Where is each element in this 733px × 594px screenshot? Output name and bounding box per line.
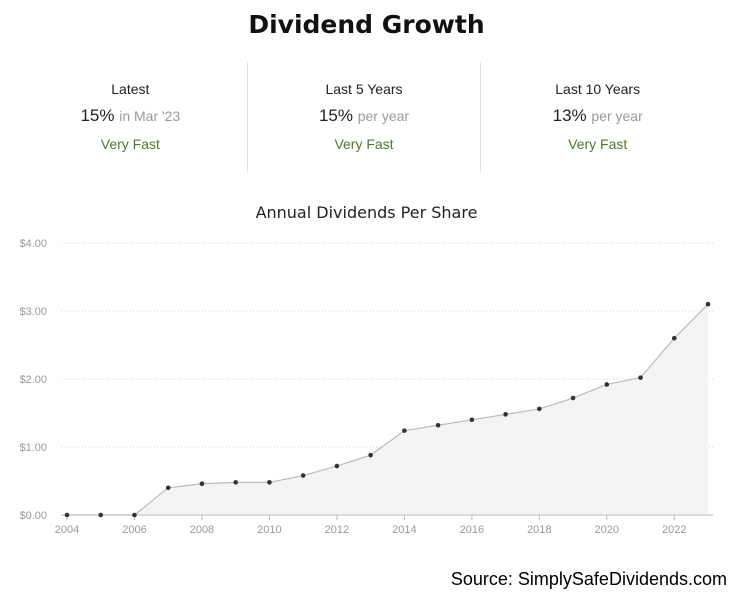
data-point (98, 512, 104, 518)
x-tick-label: 2020 (595, 524, 619, 536)
x-tick-label: 2014 (392, 524, 416, 536)
data-point (267, 480, 272, 485)
stat-label: Latest (111, 81, 150, 97)
data-point (705, 301, 711, 307)
dividend-area-chart: $0.00 $1.00 $2.00 $3.00 $4.00 2004 2006 2008 201… (19, 238, 713, 536)
data-point (671, 335, 677, 341)
stat-value-line: 15% in Mar '23 (14, 106, 247, 126)
data-point (233, 480, 238, 485)
y-tick-label: $0.00 (19, 510, 47, 522)
data-point (537, 406, 542, 412)
x-tick-label: 2008 (190, 524, 214, 536)
source-credit: Source: SimplySafeDividends.com (450, 569, 727, 589)
stat-value-line: 13% per year (481, 106, 714, 126)
stat-latest: Latest 15% in Mar '23 Very Fast (14, 62, 247, 172)
data-point (334, 463, 340, 469)
x-tick-label: 2018 (527, 524, 551, 536)
stat-value: 13% (552, 106, 587, 125)
x-tick-label: 2022 (662, 524, 686, 536)
stat-rating: Very Fast (100, 136, 160, 152)
data-point (199, 481, 205, 487)
data-point (368, 452, 373, 458)
chart-title: Annual Dividends Per Share (255, 203, 478, 222)
data-point (469, 417, 475, 423)
stat-rating: Very Fast (568, 136, 628, 152)
y-tick-label: $4.00 (19, 238, 47, 250)
dividend-area (67, 304, 708, 515)
stat-label: Last 10 Years (555, 81, 641, 97)
stat-last-10-years: Last 10 Years 13% per year Very Fast (480, 62, 714, 172)
stat-suffix: in Mar '23 (119, 108, 181, 124)
stat-suffix: per year (591, 108, 643, 124)
x-tick-label: 2010 (257, 524, 281, 536)
x-tick-label: 2016 (460, 524, 484, 536)
data-point (165, 485, 171, 491)
dividend-growth-stats: Latest 15% in Mar '23 Very Fast Last 5 Y… (14, 62, 714, 172)
stat-value: 15% (318, 106, 353, 125)
data-point (604, 382, 610, 387)
y-tick-label: $2.00 (19, 374, 47, 386)
data-point (300, 473, 306, 478)
stat-label: Last 5 Years (325, 81, 403, 97)
y-tick-label: $3.00 (19, 306, 47, 318)
data-point (503, 412, 508, 417)
x-tick-label: 2004 (55, 524, 79, 536)
data-point (64, 512, 70, 518)
y-tick-label: $1.00 (19, 442, 47, 454)
stat-value-line: 15% per year (248, 106, 481, 126)
data-point (435, 422, 441, 428)
stat-value: 15% (80, 106, 115, 125)
data-point (638, 375, 643, 380)
data-point (132, 512, 137, 518)
stat-last-5-years: Last 5 Years 15% per year Very Fast (246, 62, 481, 172)
stat-suffix: per year (357, 108, 410, 124)
x-tick-label: 2006 (122, 524, 146, 536)
stat-rating: Very Fast (334, 136, 394, 152)
data-point (570, 395, 576, 401)
data-point (402, 428, 407, 433)
dividend-series-line (67, 303, 709, 516)
x-tick-label: 2012 (325, 524, 349, 536)
page-title: Dividend Growth (248, 10, 485, 39)
